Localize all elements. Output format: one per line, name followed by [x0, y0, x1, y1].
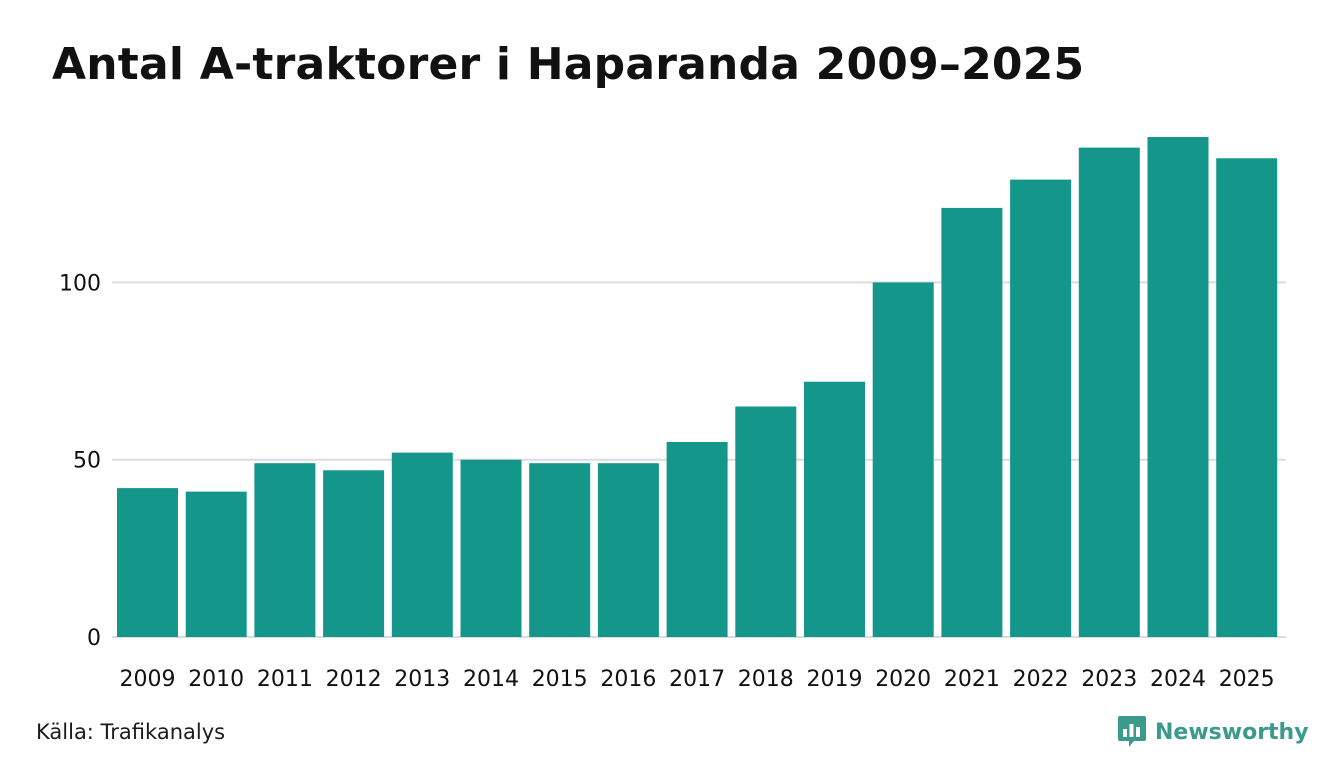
y-tick-label: 100	[59, 271, 101, 296]
bar-2009[interactable]	[117, 488, 178, 637]
x-tick-label: 2011	[257, 667, 313, 692]
newsworthy-logo-icon	[1118, 716, 1146, 747]
x-tick-label: 2010	[188, 667, 244, 692]
x-tick-label: 2019	[807, 667, 863, 692]
bar-2022[interactable]	[1010, 179, 1072, 637]
x-axis-ticks: 2009 2010 2011 2012 2013 2014 2015 2016 2017 2018…	[120, 667, 1275, 692]
x-tick-label: 2018	[738, 667, 794, 692]
x-tick-label: 2020	[875, 667, 931, 692]
bar-2020[interactable]	[872, 282, 934, 637]
x-tick-label: 2023	[1081, 667, 1137, 692]
bar-2011[interactable]	[254, 463, 316, 637]
x-tick-label: 2013	[394, 667, 450, 692]
bar-2025[interactable]	[1216, 158, 1278, 638]
x-tick-label: 2012	[326, 667, 382, 692]
x-tick-label: 2025	[1219, 667, 1275, 692]
x-tick-label: 2022	[1013, 667, 1069, 692]
x-tick-label: 2016	[600, 667, 656, 692]
y-tick-label: 50	[73, 449, 101, 474]
source-note: Källa: Trafikanalys	[36, 720, 226, 744]
x-tick-label: 2014	[463, 667, 519, 692]
bar-2021[interactable]	[941, 207, 1003, 637]
x-tick-label: 2009	[120, 667, 176, 692]
bar-2017[interactable]	[666, 442, 728, 637]
bar-2016[interactable]	[597, 463, 659, 637]
bar-2019[interactable]	[804, 381, 865, 637]
y-axis-ticks: 0 50 100	[59, 271, 101, 651]
bar-2012[interactable]	[323, 470, 385, 637]
bar-2013[interactable]	[391, 452, 453, 637]
x-tick-label: 2015	[532, 667, 588, 692]
brand-name: Newsworthy	[1155, 719, 1309, 745]
bar-2023[interactable]	[1078, 147, 1140, 637]
x-tick-label: 2024	[1150, 667, 1206, 692]
bars	[117, 137, 1278, 638]
bar-2010[interactable]	[185, 491, 247, 637]
y-tick-label: 0	[87, 626, 101, 651]
page-title: Antal A-traktorer i Haparanda 2009–2025	[52, 39, 1085, 90]
brand-logo-link[interactable]: Newsworthy	[1117, 713, 1309, 751]
x-tick-label: 2017	[669, 667, 725, 692]
bar-2018[interactable]	[735, 406, 797, 638]
x-tick-label: 2021	[944, 667, 1000, 692]
bar-2014[interactable]	[460, 459, 522, 637]
bar-2015[interactable]	[529, 463, 591, 637]
bar-2024[interactable]	[1147, 137, 1209, 637]
